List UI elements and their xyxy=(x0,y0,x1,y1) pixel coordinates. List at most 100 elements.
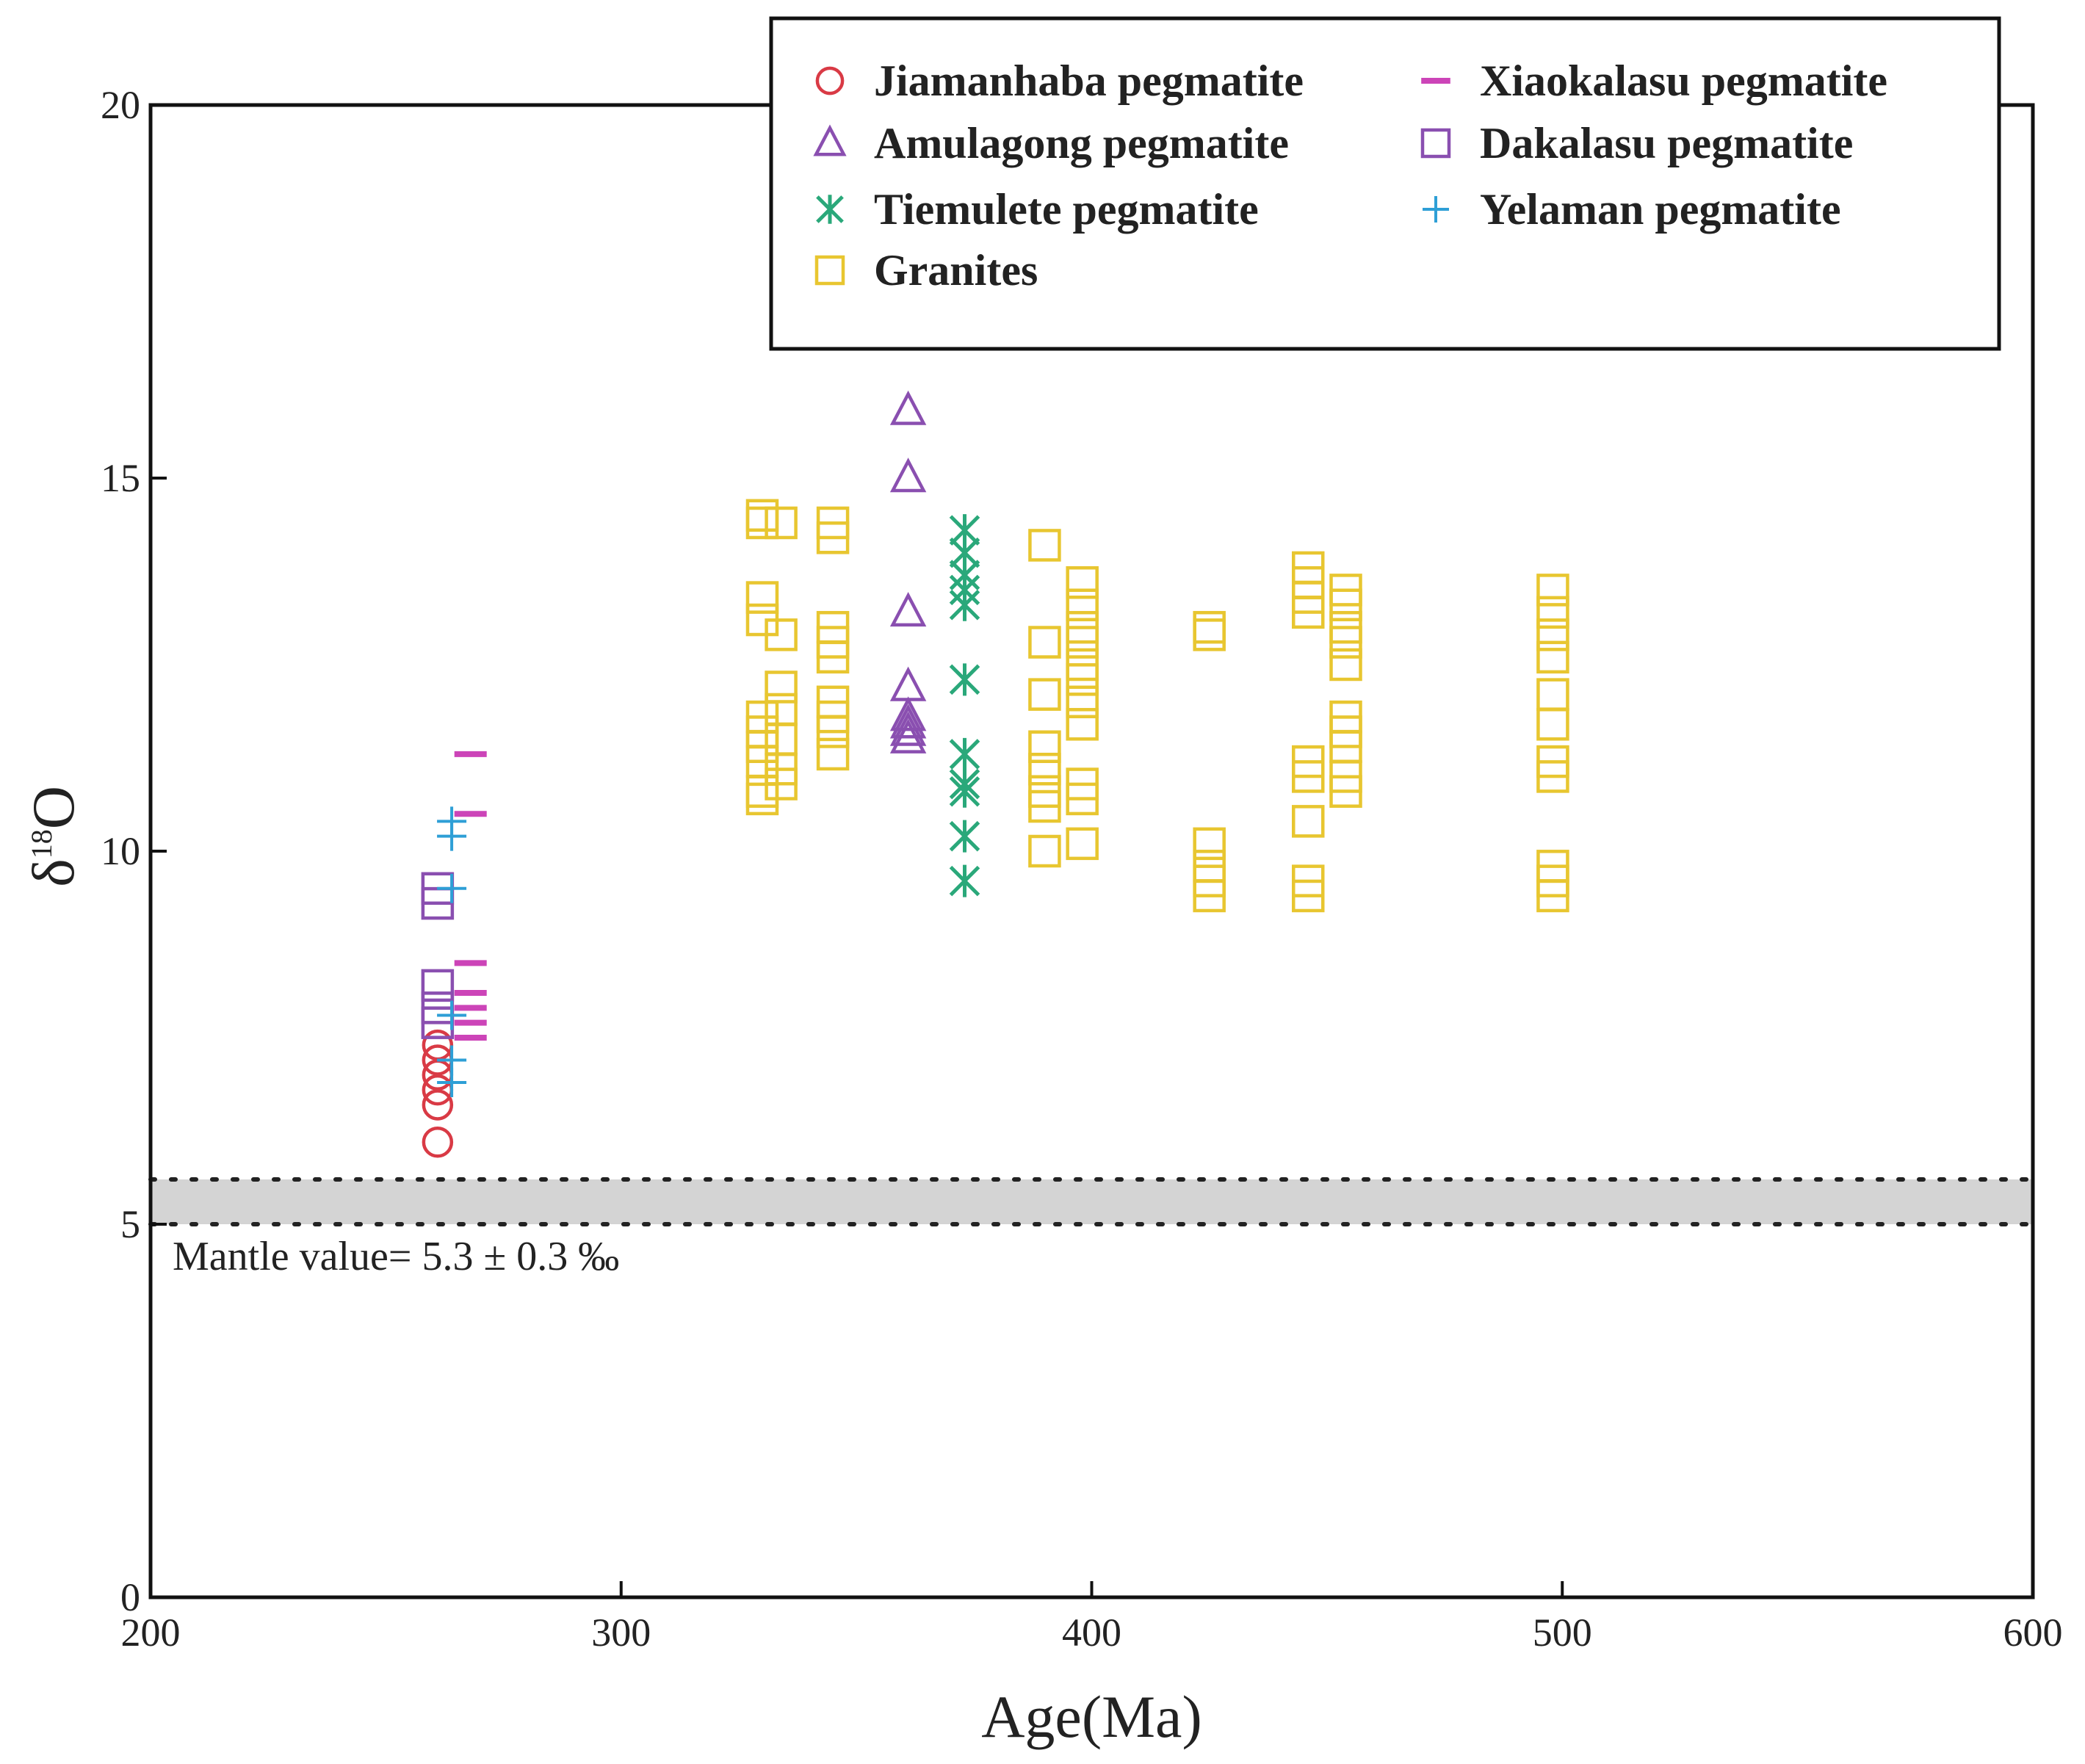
data-point xyxy=(949,663,980,696)
data-point xyxy=(1536,640,1569,674)
data-point xyxy=(1028,529,1061,562)
data-point xyxy=(1329,648,1362,682)
data-point xyxy=(1028,752,1061,786)
data-point xyxy=(949,737,980,770)
legend-box xyxy=(769,16,2001,351)
data-point xyxy=(889,704,927,739)
data-point xyxy=(745,506,779,540)
data-point xyxy=(816,737,850,771)
data-point xyxy=(1329,775,1362,808)
mantle-band xyxy=(151,1179,2033,1224)
x-axis-ticks: 200 300 400 500 600 xyxy=(121,1581,2063,1655)
data-point xyxy=(1066,827,1099,861)
series-granites xyxy=(745,499,1569,913)
data-point xyxy=(1536,678,1569,711)
series-dakalasu-pegmatite xyxy=(421,872,455,1039)
y-tick-label: 15 xyxy=(101,456,140,500)
data-point xyxy=(1028,678,1061,711)
data-point xyxy=(1536,574,1569,607)
data-point xyxy=(1066,708,1099,741)
data-point xyxy=(421,969,455,1002)
legend-item: Xiaokalasu pegmatite xyxy=(1421,57,1887,105)
y-axis-title-o: O xyxy=(20,786,87,829)
data-point xyxy=(889,711,927,746)
data-point xyxy=(1329,626,1362,659)
data-point xyxy=(1066,685,1099,719)
mantle-band-group: Mantle value= 5.3 ± 0.3 ‰ xyxy=(148,1177,2035,1279)
data-point xyxy=(816,715,850,748)
legend-marker xyxy=(814,255,845,286)
data-point xyxy=(1536,708,1569,741)
data-point xyxy=(765,618,798,651)
legend-label: Granites xyxy=(874,246,1038,294)
y-tick-label: 10 xyxy=(101,829,140,873)
y-tick-label: 20 xyxy=(101,83,140,127)
data-point xyxy=(1193,618,1226,651)
x-tick-label: 400 xyxy=(1062,1611,1121,1655)
x-tick-label: 500 xyxy=(1533,1611,1592,1655)
data-point xyxy=(437,1067,467,1097)
data-point xyxy=(745,499,779,532)
data-point xyxy=(816,640,850,674)
legend-item: Jiamanhaba pegmatite xyxy=(815,57,1304,105)
legend-label: Tiemulete pegmatite xyxy=(874,185,1259,234)
legend-label: Jiamanhaba pegmatite xyxy=(874,57,1304,105)
legend-item: Yelaman pegmatite xyxy=(1423,185,1841,234)
data-point xyxy=(949,775,980,808)
legend-item: Tiemulete pegmatite xyxy=(816,185,1259,234)
series-jiamanhaba-pegmatite xyxy=(422,1029,454,1158)
data-point xyxy=(745,775,779,808)
legend-label: Yelaman pegmatite xyxy=(1480,185,1841,234)
legend-marker xyxy=(813,124,847,156)
data-point xyxy=(765,693,798,726)
data-point xyxy=(422,1089,454,1121)
legend-marker xyxy=(1420,128,1451,159)
data-point xyxy=(765,723,798,756)
data-point xyxy=(889,592,927,627)
data-point xyxy=(1193,879,1226,913)
data-point xyxy=(1536,618,1569,651)
data-point xyxy=(765,767,798,800)
data-point xyxy=(1066,663,1099,696)
x-tick-label: 200 xyxy=(121,1611,181,1655)
series-yelaman-pegmatite xyxy=(437,806,467,1097)
series-xiaokalasu-pegmatite xyxy=(454,751,487,1041)
data-point xyxy=(1193,827,1226,861)
data-point xyxy=(816,521,850,554)
legend-marker xyxy=(1423,196,1449,223)
data-point xyxy=(1066,782,1099,816)
x-axis-title: Age(Ma) xyxy=(981,1683,1202,1750)
x-tick-label: 300 xyxy=(591,1611,651,1655)
legend-label: Amulagong pegmatite xyxy=(874,119,1289,167)
y-axis-title: δ18O xyxy=(20,786,87,887)
y-axis-ticks: 0 5 10 15 20 xyxy=(101,83,167,1619)
data-point xyxy=(765,506,798,540)
data-point xyxy=(1536,760,1569,793)
legend-label: Xiaokalasu pegmatite xyxy=(1480,57,1887,105)
data-point xyxy=(1536,596,1569,629)
legend: Jiamanhaba pegmatite Xiaokalasu pegmatite… xyxy=(769,16,2001,351)
data-point xyxy=(889,718,927,753)
data-point xyxy=(1028,834,1061,868)
data-point xyxy=(437,1000,467,1030)
data-point xyxy=(437,873,467,903)
legend-label: Dakalasu pegmatite xyxy=(1480,119,1853,167)
legend-item: Dakalasu pegmatite xyxy=(1420,119,1853,167)
data-point xyxy=(1066,626,1099,659)
data-point xyxy=(1028,626,1061,659)
data-point xyxy=(1066,588,1099,621)
data-point xyxy=(889,696,927,731)
data-point xyxy=(1329,588,1362,621)
mantle-value-label: Mantle value= 5.3 ± 0.3 ‰ xyxy=(173,1234,619,1279)
x-tick-label: 600 xyxy=(2003,1611,2063,1655)
data-point xyxy=(1291,596,1325,629)
data-point xyxy=(1066,565,1099,599)
series-tiemulete-pegmatite xyxy=(949,514,980,897)
y-axis-title-superscript: 18 xyxy=(25,829,58,858)
data-point xyxy=(1291,805,1325,838)
data-point xyxy=(949,820,980,853)
data-point xyxy=(889,390,927,425)
legend-item: Amulagong pegmatite xyxy=(813,119,1289,167)
data-point xyxy=(949,864,980,897)
